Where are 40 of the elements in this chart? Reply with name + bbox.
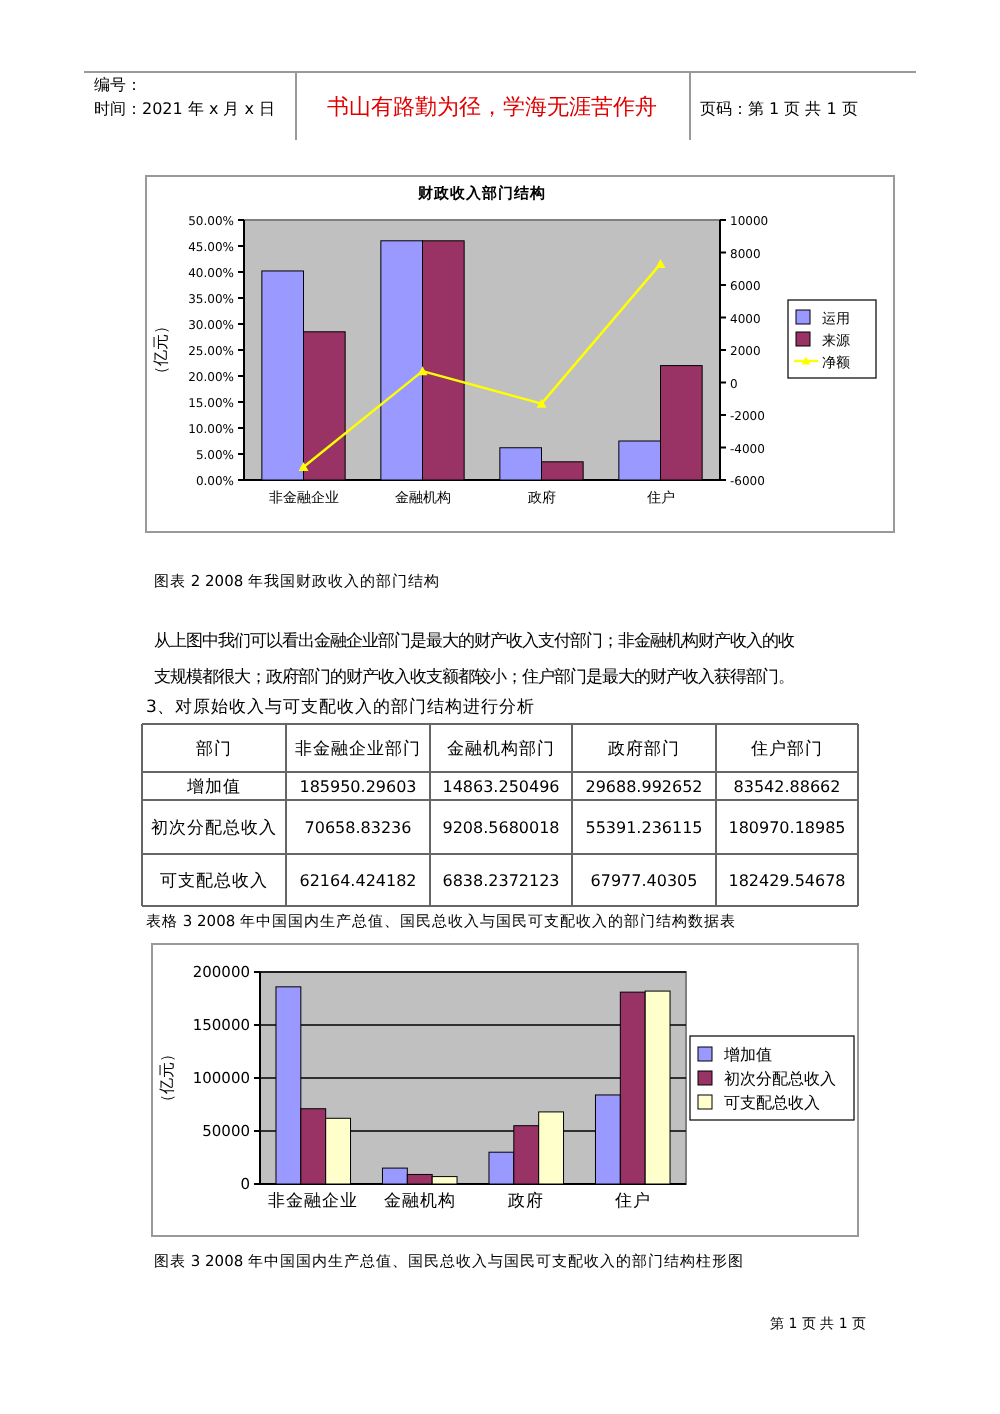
- x-tick-label: 政府: [508, 1190, 545, 1212]
- text: 67977.40305: [590, 872, 698, 890]
- text: 支规模都很大；政府部门的财产收入收支额都较小；住户部门是最大的财产收入获得部门。: [154, 666, 794, 686]
- text: 初次分配总收入: [151, 818, 277, 839]
- legend-label: 可支配总收入: [724, 1094, 820, 1112]
- text: 页码：第 1 页 共 1 页: [700, 100, 858, 118]
- point: [655, 258, 666, 268]
- point: [536, 398, 547, 408]
- category-label: 非金融企业部门: [295, 737, 421, 760]
- category-label: 金融机构部门: [447, 737, 555, 760]
- text: 9208.5680018: [442, 819, 560, 837]
- category-label: 政府部门: [608, 737, 680, 760]
- y-axis-title: （亿元）: [158, 1046, 176, 1110]
- text: 14863.250496: [442, 778, 560, 796]
- x-tick-label: 非金融企业: [268, 1190, 359, 1212]
- point: [417, 366, 428, 376]
- category-label: 住户部门: [751, 737, 823, 760]
- text: 从上图中我们可以看出金融企业部门是最大的财产收入支付部门；非金融机构财产收入的收: [154, 630, 794, 650]
- text: 83542.88662: [733, 778, 841, 796]
- text: 编号：: [94, 76, 142, 94]
- text: 70658.83236: [304, 819, 412, 837]
- text: 书山有路勤为径，学海无涯苦作舟: [327, 94, 657, 120]
- y-axis-title: （亿元）: [152, 318, 170, 382]
- text: 时间：2021 年 x 月 x 日: [94, 100, 276, 118]
- text: 180970.18985: [728, 819, 846, 837]
- text: 29688.992652: [585, 778, 703, 796]
- legend-label: 初次分配总收入: [724, 1070, 836, 1088]
- text: 62164.424182: [299, 872, 417, 890]
- text: 6838.2372123: [442, 872, 560, 890]
- x-tick-label: 住户: [614, 1190, 651, 1212]
- text: 55391.236115: [585, 819, 703, 837]
- point: [298, 462, 309, 471]
- text: 部门: [196, 737, 232, 760]
- text: 185950.29603: [299, 778, 417, 796]
- text: 增加值: [187, 777, 241, 798]
- x-tick-label: 金融机构: [383, 1190, 456, 1212]
- legend-label: 增加值: [722, 1046, 772, 1064]
- text: 182429.54678: [728, 872, 846, 890]
- text: 可支配总收入: [160, 871, 268, 892]
- text: 3、对原始收入与可支配收入的部门结构进行分析: [146, 696, 535, 718]
